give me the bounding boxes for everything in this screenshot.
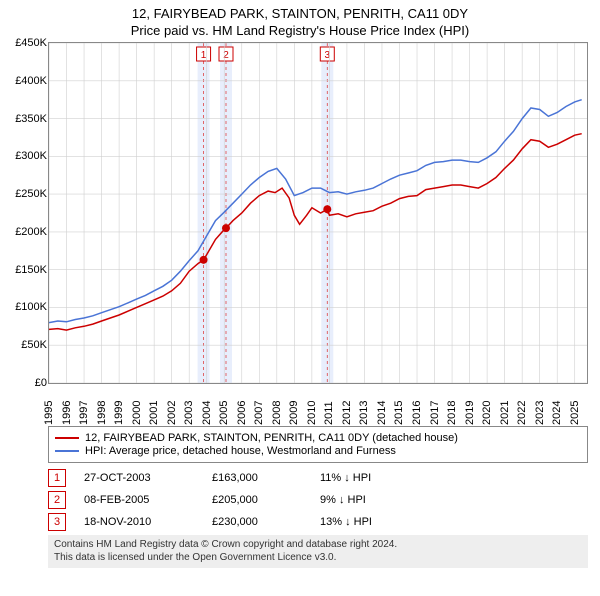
x-axis-label: 2011 <box>323 405 335 425</box>
sale-delta: 9% ↓ HPI <box>320 494 430 506</box>
x-axis-label: 2023 <box>534 405 546 425</box>
legend-item-hpi: HPI: Average price, detached house, West… <box>55 445 581 457</box>
x-axis-label: 2004 <box>201 405 213 425</box>
x-axis-label: 2019 <box>464 405 476 425</box>
legend-swatch <box>55 450 79 452</box>
svg-text:1: 1 <box>201 50 207 61</box>
y-axis-label: £350K <box>3 113 47 125</box>
x-axis-label: 2008 <box>271 405 283 425</box>
legend-item-subject: 12, FAIRYBEAD PARK, STAINTON, PENRITH, C… <box>55 432 581 444</box>
x-axis-label: 2005 <box>218 405 230 425</box>
x-axis-label: 2012 <box>341 405 353 425</box>
y-axis-label: £450K <box>3 37 47 49</box>
x-axis-label: 2013 <box>358 405 370 425</box>
sale-date: 08-FEB-2005 <box>84 494 194 506</box>
y-axis-label: £200K <box>3 226 47 238</box>
y-axis-label: £250K <box>3 188 47 200</box>
legend-swatch <box>55 437 79 439</box>
x-axis-label: 2020 <box>481 405 493 425</box>
x-axis-label: 2007 <box>253 405 265 425</box>
price-chart: 123 £0£50K£100K£150K£200K£250K£300K£350K… <box>48 42 588 384</box>
sale-delta: 13% ↓ HPI <box>320 516 430 528</box>
x-axis-label: 2017 <box>429 405 441 425</box>
x-axis-label: 1999 <box>113 405 125 425</box>
footer-line: Contains HM Land Registry data © Crown c… <box>54 539 582 552</box>
y-axis-label: £300K <box>3 150 47 162</box>
x-axis-label: 2014 <box>376 405 388 425</box>
x-axis-label: 1997 <box>78 405 90 425</box>
y-axis-label: £100K <box>3 301 47 313</box>
sale-date: 27-OCT-2003 <box>84 472 194 484</box>
x-axis-label: 2024 <box>551 405 563 425</box>
x-axis-label: 2018 <box>446 405 458 425</box>
x-axis-label: 2021 <box>499 405 511 425</box>
y-axis-label: £150K <box>3 264 47 276</box>
y-axis-label: £50K <box>3 339 47 351</box>
x-axis-label: 2006 <box>236 405 248 425</box>
page-title: 12, FAIRYBEAD PARK, STAINTON, PENRITH, C… <box>0 6 600 21</box>
sale-badge: 3 <box>48 513 66 531</box>
x-axis-label: 2003 <box>183 405 195 425</box>
x-axis-label: 1996 <box>61 405 73 425</box>
sale-price: £205,000 <box>212 494 302 506</box>
x-axis-label: 2015 <box>393 405 405 425</box>
table-row: 2 08-FEB-2005 £205,000 9% ↓ HPI <box>48 491 588 509</box>
sale-badge: 2 <box>48 491 66 509</box>
sale-price: £163,000 <box>212 472 302 484</box>
x-axis-label: 2001 <box>148 405 160 425</box>
legend: 12, FAIRYBEAD PARK, STAINTON, PENRITH, C… <box>48 426 588 463</box>
x-axis-label: 2002 <box>166 405 178 425</box>
y-axis-label: £400K <box>3 75 47 87</box>
sale-events-table: 1 27-OCT-2003 £163,000 11% ↓ HPI 2 08-FE… <box>48 469 588 531</box>
x-axis-label: 1998 <box>96 405 108 425</box>
table-row: 3 18-NOV-2010 £230,000 13% ↓ HPI <box>48 513 588 531</box>
x-axis-label: 1995 <box>43 405 55 425</box>
sale-badge: 1 <box>48 469 66 487</box>
sale-date: 18-NOV-2010 <box>84 516 194 528</box>
sale-delta: 11% ↓ HPI <box>320 472 430 484</box>
footer-line: This data is licensed under the Open Gov… <box>54 552 582 565</box>
x-axis-label: 2025 <box>569 405 581 425</box>
page-subtitle: Price paid vs. HM Land Registry's House … <box>0 23 600 38</box>
x-axis-label: 2010 <box>306 405 318 425</box>
sale-price: £230,000 <box>212 516 302 528</box>
x-axis-label: 2000 <box>131 405 143 425</box>
y-axis-label: £0 <box>3 377 47 389</box>
x-axis-label: 2022 <box>516 405 528 425</box>
legend-label: HPI: Average price, detached house, West… <box>85 445 396 457</box>
attribution-footer: Contains HM Land Registry data © Crown c… <box>48 535 588 568</box>
legend-label: 12, FAIRYBEAD PARK, STAINTON, PENRITH, C… <box>85 432 458 444</box>
table-row: 1 27-OCT-2003 £163,000 11% ↓ HPI <box>48 469 588 487</box>
x-axis-label: 2009 <box>288 405 300 425</box>
x-axis-label: 2016 <box>411 405 423 425</box>
